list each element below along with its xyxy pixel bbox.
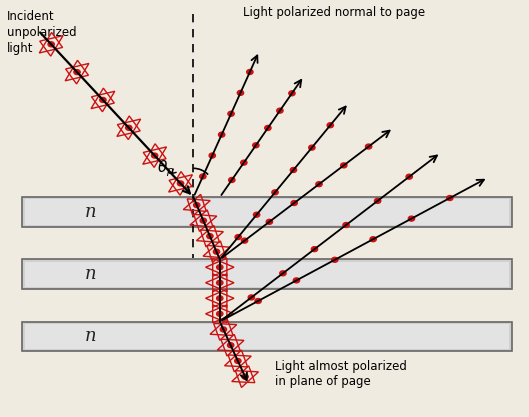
Circle shape bbox=[366, 144, 372, 149]
Circle shape bbox=[207, 234, 213, 239]
Circle shape bbox=[408, 216, 415, 221]
Circle shape bbox=[216, 296, 223, 301]
Circle shape bbox=[216, 265, 223, 270]
Circle shape bbox=[375, 198, 381, 203]
Circle shape bbox=[253, 143, 259, 148]
Bar bbox=[25, 324, 509, 349]
Circle shape bbox=[312, 247, 317, 251]
Circle shape bbox=[272, 190, 278, 195]
Circle shape bbox=[228, 111, 234, 116]
Circle shape bbox=[242, 374, 248, 379]
Circle shape bbox=[177, 181, 184, 186]
Circle shape bbox=[151, 153, 158, 158]
Bar bbox=[22, 197, 512, 227]
Circle shape bbox=[209, 153, 215, 158]
Circle shape bbox=[229, 178, 235, 183]
Circle shape bbox=[341, 163, 347, 168]
Bar bbox=[25, 199, 509, 225]
Text: Light polarized normal to page: Light polarized normal to page bbox=[243, 5, 425, 18]
Bar bbox=[22, 322, 512, 352]
Circle shape bbox=[332, 257, 338, 262]
Circle shape bbox=[235, 235, 241, 240]
Circle shape bbox=[100, 98, 106, 103]
Bar bbox=[25, 261, 509, 287]
Circle shape bbox=[241, 160, 247, 165]
Text: n: n bbox=[85, 265, 97, 284]
Circle shape bbox=[218, 132, 225, 137]
Circle shape bbox=[280, 271, 286, 276]
Circle shape bbox=[289, 91, 295, 96]
Circle shape bbox=[264, 126, 271, 131]
Text: $\theta_p$: $\theta_p$ bbox=[157, 159, 174, 179]
Circle shape bbox=[238, 90, 243, 95]
Circle shape bbox=[216, 280, 223, 285]
Circle shape bbox=[216, 311, 223, 317]
Circle shape bbox=[291, 201, 297, 206]
Bar bbox=[22, 259, 512, 289]
Circle shape bbox=[247, 70, 253, 75]
Circle shape bbox=[220, 327, 226, 332]
Circle shape bbox=[235, 359, 241, 364]
Circle shape bbox=[293, 278, 299, 283]
Circle shape bbox=[48, 42, 54, 47]
Circle shape bbox=[253, 212, 260, 217]
Circle shape bbox=[200, 174, 206, 179]
Circle shape bbox=[248, 295, 254, 300]
Circle shape bbox=[309, 145, 315, 150]
Circle shape bbox=[277, 108, 283, 113]
Text: Light almost polarized
in plane of page: Light almost polarized in plane of page bbox=[275, 360, 407, 388]
Circle shape bbox=[125, 125, 132, 130]
Circle shape bbox=[406, 174, 413, 179]
Circle shape bbox=[255, 299, 261, 304]
Circle shape bbox=[290, 168, 297, 173]
Circle shape bbox=[241, 238, 248, 243]
Circle shape bbox=[227, 343, 234, 348]
Circle shape bbox=[194, 203, 200, 208]
Text: Incident
unpolarized
light: Incident unpolarized light bbox=[7, 10, 76, 55]
Circle shape bbox=[213, 249, 220, 254]
Circle shape bbox=[343, 223, 349, 228]
Text: n: n bbox=[85, 327, 97, 346]
Circle shape bbox=[446, 196, 453, 201]
Circle shape bbox=[266, 219, 272, 224]
Circle shape bbox=[200, 218, 206, 223]
Text: n: n bbox=[85, 203, 97, 221]
Circle shape bbox=[370, 237, 376, 242]
Circle shape bbox=[74, 70, 80, 75]
Circle shape bbox=[327, 123, 333, 128]
Circle shape bbox=[316, 182, 322, 187]
